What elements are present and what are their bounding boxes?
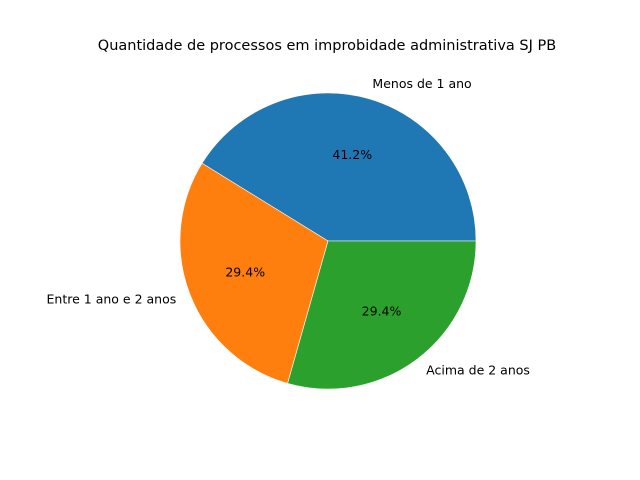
slice-percent-2: 29.4% bbox=[225, 265, 265, 280]
slice-label-1: Menos de 1 ano bbox=[372, 76, 471, 91]
slice-percent-1: 41.2% bbox=[332, 147, 372, 162]
slice-label-2: Entre 1 ano e 2 anos bbox=[47, 291, 177, 306]
pie-slices bbox=[180, 93, 476, 389]
slice-percent-3: 29.4% bbox=[362, 303, 402, 318]
chart-title: Quantidade de processos em improbidade a… bbox=[98, 38, 556, 54]
slice-label-3: Acima de 2 anos bbox=[426, 362, 530, 377]
